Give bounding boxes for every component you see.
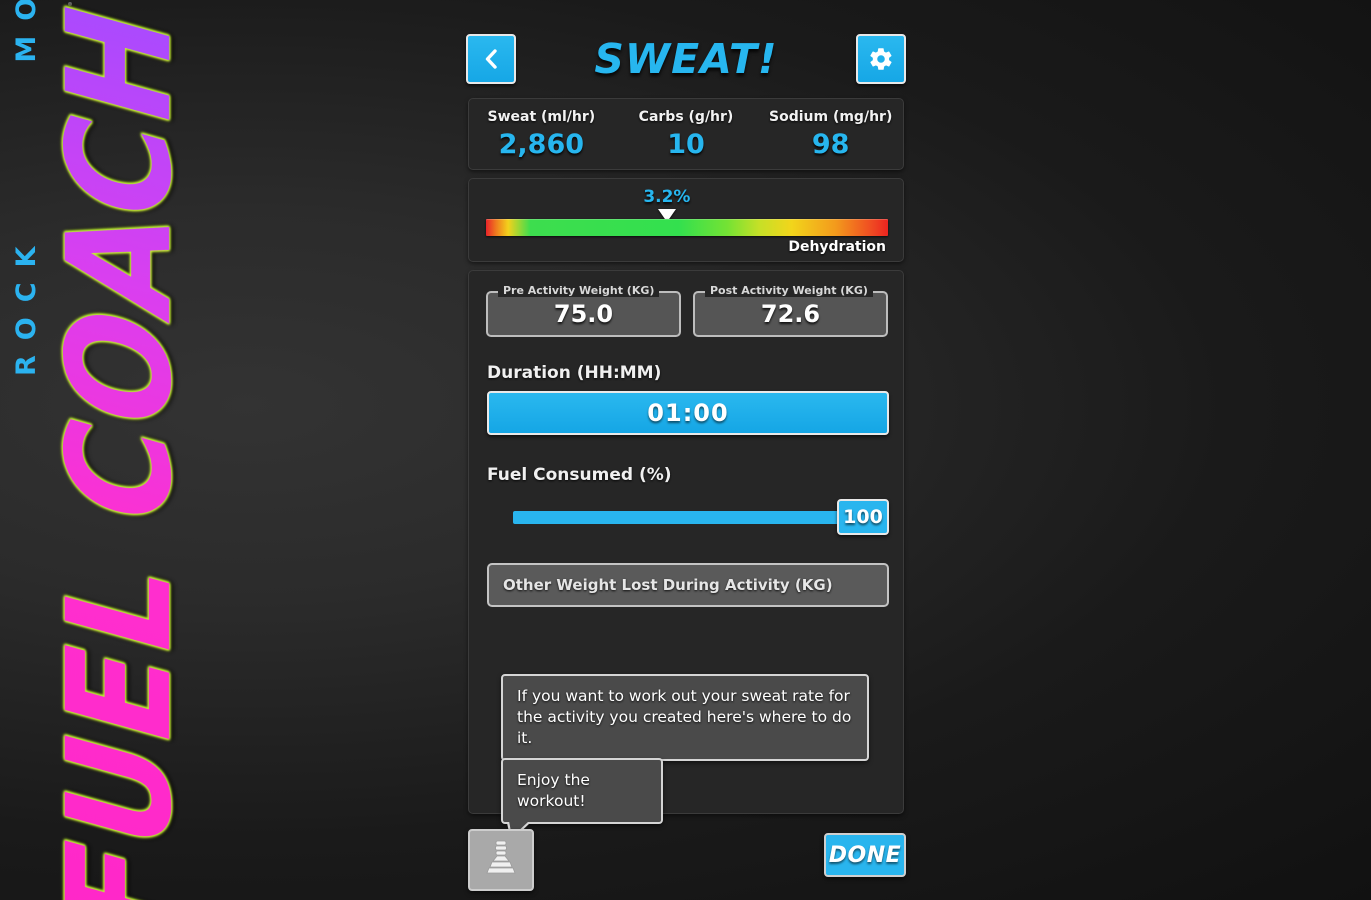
tooltip-bubble-info-text: If you want to work out your sweat rate … — [517, 687, 852, 747]
stat-sodium-label: Sodium (mg/hr) — [769, 108, 893, 125]
post-activity-weight-field[interactable]: Post Activity Weight (KG) 72.6 — [693, 284, 888, 337]
gear-icon — [868, 46, 894, 72]
pre-activity-weight-value: 75.0 — [553, 300, 614, 328]
gauge-bar — [486, 219, 888, 236]
duration-value: 01:00 — [647, 399, 729, 427]
branding-panel: FUEL COACH ROCK MORE CARBS — [0, 0, 210, 900]
brand-tagline: ROCK MORE CARBS — [0, 0, 52, 394]
back-button[interactable] — [466, 34, 516, 84]
sweat-screen: SWEAT! Sweat (ml/hr) 2,860 Carbs (g/hr) … — [466, 0, 906, 900]
fuel-consumed-slider[interactable]: 100 — [513, 499, 889, 535]
stat-sweat-label: Sweat (ml/hr) — [487, 108, 596, 125]
done-button[interactable]: DONE — [824, 833, 906, 877]
pawn-icon — [484, 838, 518, 883]
stat-sodium: Sodium (mg/hr) 98 — [758, 109, 903, 160]
stat-carbs-value: 10 — [667, 128, 705, 160]
tagline-word-rock: ROCK — [10, 231, 42, 376]
pre-activity-weight-label: Pre Activity Weight (KG) — [498, 284, 660, 297]
tooltip-bubble-enjoy-text: Enjoy the workout! — [517, 771, 590, 810]
fuel-consumed-label: Fuel Consumed (%) — [487, 465, 672, 485]
stat-sweat: Sweat (ml/hr) 2,860 — [469, 109, 614, 160]
dehydration-gauge-card: 3.2% Dehydration — [468, 178, 904, 262]
stat-carbs: Carbs (g/hr) 10 — [614, 109, 759, 160]
stats-card: Sweat (ml/hr) 2,860 Carbs (g/hr) 10 Sodi… — [468, 98, 904, 170]
app-logo-text: FUEL COACH — [37, 0, 204, 900]
other-weight-lost-placeholder: Other Weight Lost During Activity (KG) — [503, 576, 833, 594]
other-weight-lost-input[interactable]: Other Weight Lost During Activity (KG) — [487, 563, 889, 607]
duration-label: Duration (HH:MM) — [487, 363, 662, 383]
page-title: SWEAT! — [594, 35, 778, 83]
tooltip-bubble-enjoy: Enjoy the workout! — [501, 758, 663, 841]
status-dot — [68, 2, 72, 6]
stat-sodium-value: 98 — [811, 128, 850, 160]
weights-row: Pre Activity Weight (KG) 75.0 Post Activ… — [486, 284, 888, 337]
chevron-left-icon — [479, 47, 503, 71]
stat-carbs-label: Carbs (g/hr) — [638, 108, 734, 125]
settings-button[interactable] — [856, 34, 906, 84]
slider-fill — [513, 511, 847, 524]
app-logo: FUEL COACH — [37, 0, 204, 900]
post-activity-weight-value: 72.6 — [760, 300, 821, 328]
gauge-pointer-icon — [657, 209, 676, 222]
sweat-form-card: Pre Activity Weight (KG) 75.0 Post Activ… — [468, 270, 904, 841]
slider-track[interactable] — [513, 511, 847, 524]
pre-activity-weight-field[interactable]: Pre Activity Weight (KG) 75.0 — [486, 284, 681, 337]
profile-button[interactable] — [468, 829, 534, 891]
duration-input[interactable]: 01:00 — [487, 391, 889, 435]
gauge-caption: Dehydration — [788, 239, 886, 255]
slider-value: 100 — [843, 506, 883, 528]
stat-sweat-value: 2,860 — [498, 128, 585, 160]
post-activity-weight-label: Post Activity Weight (KG) — [705, 284, 873, 297]
tagline-word-more: MORE — [11, 0, 42, 63]
tooltip-bubble-info: If you want to work out your sweat rate … — [501, 674, 869, 778]
done-button-label: DONE — [828, 842, 902, 868]
gauge-value-label: 3.2% — [643, 187, 691, 207]
slider-thumb[interactable]: 100 — [837, 499, 889, 535]
title-bar: SWEAT! — [466, 28, 906, 90]
